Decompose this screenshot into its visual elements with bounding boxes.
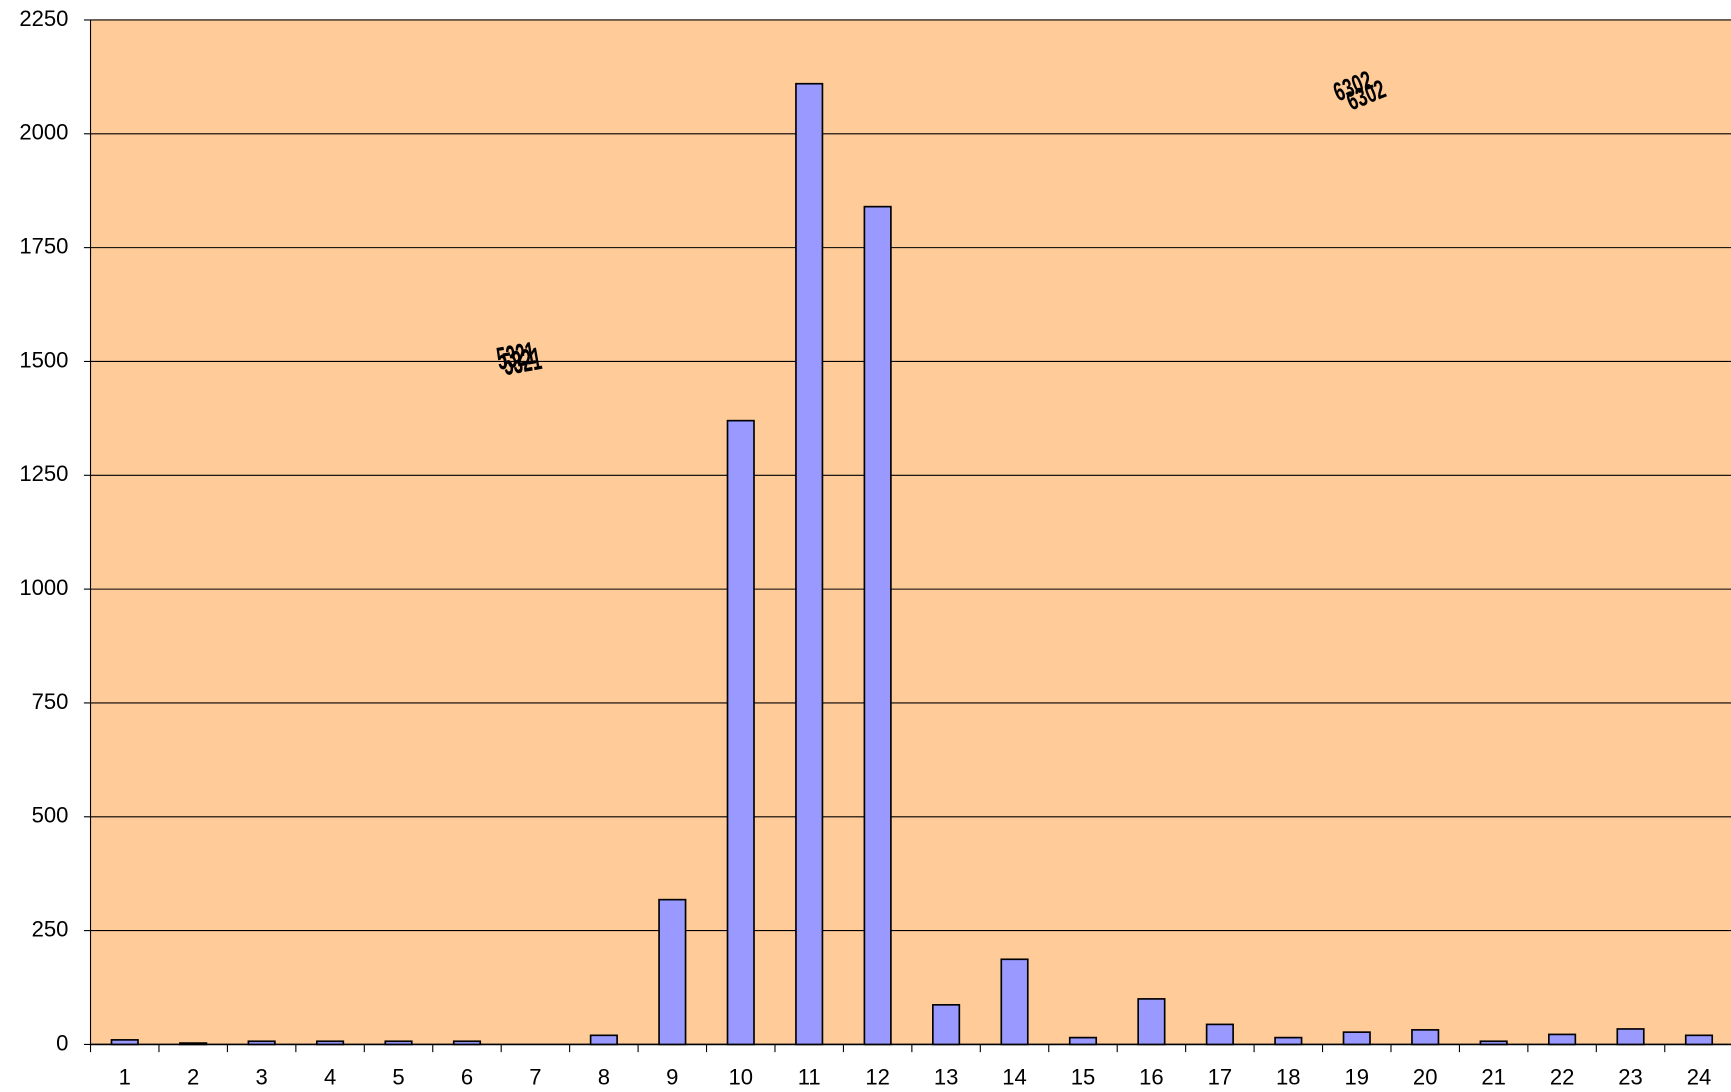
x-tick-label: 6 [461, 1064, 473, 1089]
wordart-5321: 5321 5321 [494, 336, 544, 383]
y-tick-label: 1750 [19, 233, 68, 258]
bar [589, 1034, 618, 1046]
bar [795, 82, 824, 1046]
x-tick-label: 18 [1276, 1064, 1301, 1089]
x-tick-label: 17 [1208, 1064, 1233, 1089]
bar [316, 1040, 345, 1046]
bar [1616, 1028, 1645, 1046]
annotation: 5321 [494, 336, 538, 377]
bar [863, 205, 892, 1046]
bar [1548, 1033, 1577, 1046]
x-tick-label: 16 [1139, 1064, 1164, 1089]
bar [1684, 1034, 1714, 1046]
bar [658, 898, 687, 1046]
y-tick-label: 1500 [19, 347, 68, 372]
x-tick-label: 2 [187, 1064, 199, 1089]
x-tick-label: 20 [1413, 1064, 1438, 1089]
y-tick-label: 750 [32, 689, 69, 714]
plot-area [90, 19, 1731, 1045]
x-tick-label: 9 [666, 1064, 678, 1089]
bar [1068, 1036, 1098, 1046]
bar [1342, 1031, 1371, 1046]
x-tick-label: 19 [1344, 1064, 1369, 1089]
x-tick-label: 7 [529, 1064, 541, 1089]
bar [247, 1040, 276, 1046]
x-tick-label: 1 [119, 1064, 131, 1089]
x-tick-label: 21 [1481, 1064, 1506, 1089]
bar [452, 1040, 482, 1046]
y-tick-label: 2000 [19, 120, 68, 145]
y-tick-label: 500 [32, 803, 69, 828]
x-tick-label: 4 [324, 1064, 336, 1089]
bar [726, 419, 755, 1046]
y-tick-label: 0 [56, 1030, 68, 1055]
bar [1479, 1040, 1508, 1046]
bar [1411, 1029, 1440, 1046]
y-tick-label: 2250 [19, 6, 68, 31]
x-tick-label: 22 [1550, 1064, 1575, 1089]
bar [932, 1003, 961, 1046]
bar [1274, 1036, 1303, 1046]
y-tick-label: 1000 [19, 575, 68, 600]
x-tick-label: 13 [934, 1064, 959, 1089]
bar [384, 1040, 413, 1046]
x-tick-label: 3 [255, 1064, 267, 1089]
bar [179, 1042, 208, 1046]
grid [83, 19, 1731, 1053]
x-tick-label: 8 [598, 1064, 610, 1089]
y-tick-label: 1250 [19, 461, 68, 486]
x-tick-label: 12 [865, 1064, 890, 1089]
bar [1205, 1023, 1234, 1046]
bar [1137, 998, 1166, 1046]
x-tick-label: 5 [392, 1064, 404, 1089]
annotation-shadow: 5321 [500, 342, 544, 383]
x-tick-label: 15 [1071, 1064, 1096, 1089]
x-tick-label: 24 [1687, 1064, 1712, 1089]
x-tick-label: 10 [728, 1064, 753, 1089]
y-tick-label: 250 [32, 916, 69, 941]
bar [110, 1039, 139, 1046]
x-tick-label: 14 [1002, 1064, 1027, 1089]
bars [110, 82, 1714, 1046]
x-tick-label: 23 [1618, 1064, 1643, 1089]
x-tick-label: 11 [798, 1064, 821, 1089]
bar [1000, 958, 1029, 1046]
